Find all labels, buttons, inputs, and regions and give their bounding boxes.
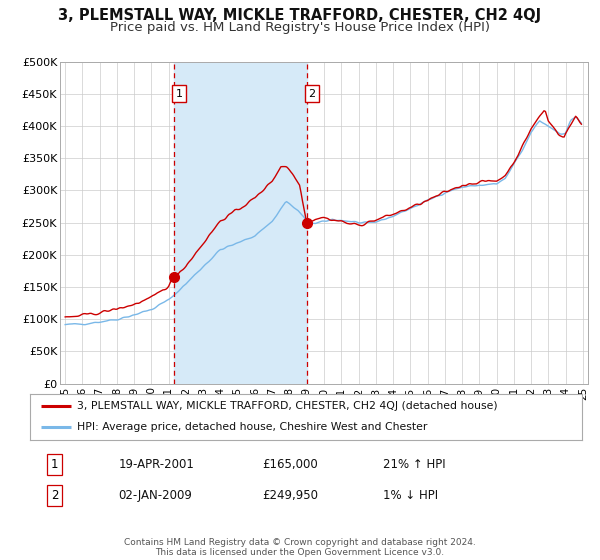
Text: 2: 2: [51, 489, 59, 502]
Text: Price paid vs. HM Land Registry's House Price Index (HPI): Price paid vs. HM Land Registry's House …: [110, 21, 490, 34]
Text: £249,950: £249,950: [262, 489, 318, 502]
Text: 3, PLEMSTALL WAY, MICKLE TRAFFORD, CHESTER, CH2 4QJ: 3, PLEMSTALL WAY, MICKLE TRAFFORD, CHEST…: [58, 8, 542, 24]
Bar: [174, 62, 307, 384]
Text: 21% ↑ HPI: 21% ↑ HPI: [383, 458, 446, 471]
Text: 19-APR-2001: 19-APR-2001: [118, 458, 194, 471]
Text: Contains HM Land Registry data © Crown copyright and database right 2024.
This d: Contains HM Land Registry data © Crown c…: [124, 538, 476, 557]
Text: 1: 1: [175, 89, 182, 99]
Text: 2: 2: [308, 89, 316, 99]
Text: 1% ↓ HPI: 1% ↓ HPI: [383, 489, 439, 502]
Text: 02-JAN-2009: 02-JAN-2009: [118, 489, 192, 502]
Text: £165,000: £165,000: [262, 458, 317, 471]
Text: HPI: Average price, detached house, Cheshire West and Chester: HPI: Average price, detached house, Ches…: [77, 422, 427, 432]
Text: 3, PLEMSTALL WAY, MICKLE TRAFFORD, CHESTER, CH2 4QJ (detached house): 3, PLEMSTALL WAY, MICKLE TRAFFORD, CHEST…: [77, 401, 497, 411]
Text: 1: 1: [51, 458, 59, 471]
